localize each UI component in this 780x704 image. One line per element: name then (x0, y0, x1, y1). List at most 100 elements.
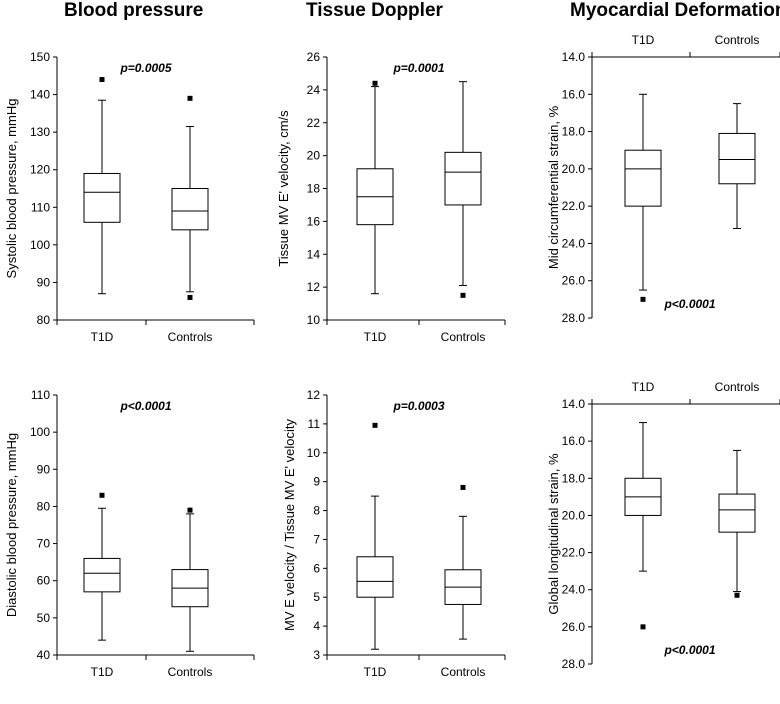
y-tick-label: 28.0 (562, 657, 586, 671)
y-axis-title: Mid circumferential strain, % (546, 105, 561, 269)
y-tick-label: 18.0 (562, 125, 586, 139)
y-tick-label: 22.0 (562, 546, 586, 560)
y-tick-label: 80 (37, 313, 51, 327)
iqr-box (624, 149, 662, 207)
y-tick-label: 26.0 (562, 620, 586, 634)
y-tick-label: 24.0 (562, 583, 586, 597)
panel-tissue-mv-e-velocity: 10 12 14 16 18 20 22 24 26 T1D Controls Tissue MV E… (276, 50, 506, 344)
panel-systolic-bp: 80 90 100 110 120 130 140 150 T1D Controls Systoli… (4, 50, 255, 344)
y-tick-label: 20 (307, 149, 321, 163)
title-tissue-doppler: Tissue Doppler (306, 0, 443, 21)
y-tick-label: 40 (37, 648, 51, 662)
outlier-point (734, 592, 740, 598)
p-value-annotation: p=0.0001 (392, 61, 444, 75)
y-tick-label: 26 (307, 50, 321, 64)
y-tick-label: 90 (37, 275, 51, 289)
panel-e-e-ratio: 3 4 5 6 7 8 9 10 11 12 T1D Controls MV E velocity / … (282, 388, 506, 679)
category-label-t1d: T1D (632, 380, 655, 394)
y-tick-label: 16 (307, 214, 321, 228)
y-tick-label: 24.0 (562, 236, 586, 250)
y-tick-label: 100 (30, 425, 50, 439)
y-axis-title: Diastolic blood pressure, mmHg (4, 433, 19, 617)
y-tick-label: 80 (37, 499, 51, 513)
category-label-t1d: T1D (364, 665, 387, 679)
category-label-controls: Controls (168, 330, 213, 344)
y-tick-label: 150 (30, 50, 50, 64)
category-label-controls: Controls (441, 330, 486, 344)
outlier-point (99, 77, 105, 83)
y-tick-label: 9 (313, 475, 320, 489)
panel-global-longitudinal-strain: 14.0 16.0 18.0 20.0 22.0 24.0 26.0 28.0 T1D Contr… (546, 380, 780, 671)
iqr-box (83, 172, 121, 223)
panel-diastolic-bp: 40 50 60 70 80 90 100 110 T1D Controls Diastolic b… (4, 388, 255, 679)
p-value-annotation: p<0.0001 (119, 399, 171, 413)
y-tick-label: 12 (307, 388, 321, 402)
iqr-box (444, 151, 482, 206)
outlier-point (640, 296, 646, 302)
y-tick-label: 16.0 (562, 434, 586, 448)
y-tick-label: 50 (37, 611, 51, 625)
panel-mid-circumferential-strain: 14.0 16.0 18.0 20.0 22.0 24.0 26.0 28.0 T1D Contr… (546, 33, 780, 325)
y-tick-label: 120 (30, 163, 50, 177)
y-tick-label: 70 (37, 537, 51, 551)
y-tick-label: 12 (307, 280, 321, 294)
iqr-box (718, 132, 756, 185)
p-value-annotation: p<0.0001 (663, 643, 715, 657)
p-value-annotation: p<0.0001 (663, 297, 715, 311)
outlier-point (187, 507, 193, 513)
y-tick-label: 110 (31, 388, 50, 402)
p-value-annotation: p=0.0005 (119, 61, 171, 75)
category-label-controls: Controls (715, 380, 760, 394)
category-label-controls: Controls (441, 665, 486, 679)
y-tick-label: 18 (307, 182, 321, 196)
category-label-controls: Controls (168, 665, 213, 679)
y-tick-label: 140 (30, 88, 50, 102)
y-tick-label: 18.0 (562, 471, 586, 485)
y-tick-label: 14.0 (562, 50, 586, 64)
y-tick-label: 3 (313, 648, 320, 662)
y-axis-title: Tissue MV E' velocity, cm/s (276, 110, 291, 267)
y-tick-label: 14.0 (562, 397, 586, 411)
y-tick-label: 20.0 (562, 508, 586, 522)
y-tick-label: 14 (307, 247, 321, 261)
y-tick-label: 26.0 (562, 274, 586, 288)
y-tick-label: 6 (313, 561, 320, 575)
y-axis-title: Systolic blood pressure, mmHg (4, 99, 19, 279)
y-tick-label: 5 (313, 590, 320, 604)
y-axis-title: MV E velocity / Tissue MV E' velocity (282, 419, 297, 631)
y-tick-label: 28.0 (562, 311, 586, 325)
outlier-point (187, 294, 193, 300)
category-label-t1d: T1D (91, 665, 114, 679)
y-tick-label: 22.0 (562, 199, 586, 213)
y-tick-label: 20.0 (562, 162, 586, 176)
y-tick-label: 130 (30, 125, 50, 139)
y-tick-label: 24 (307, 83, 321, 97)
outlier-point (640, 624, 646, 630)
y-tick-label: 8 (313, 504, 320, 518)
y-tick-label: 60 (37, 574, 51, 588)
outlier-point (99, 492, 105, 498)
category-label-t1d: T1D (364, 330, 387, 344)
title-blood-pressure: Blood pressure (64, 0, 204, 21)
y-tick-label: 10 (307, 446, 321, 460)
y-tick-label: 90 (37, 462, 51, 476)
iqr-box (171, 188, 209, 231)
y-tick-label: 110 (31, 200, 50, 214)
iqr-box (718, 493, 756, 533)
y-axis-title: Global longitudinal strain, % (546, 453, 561, 615)
p-value-annotation: p=0.0003 (392, 399, 444, 413)
y-tick-label: 22 (307, 116, 321, 130)
iqr-box (83, 557, 121, 593)
outlier-point (187, 95, 193, 101)
category-label-controls: Controls (715, 33, 760, 47)
outlier-point (460, 484, 466, 490)
outlier-point (460, 292, 466, 298)
y-tick-label: 10 (307, 313, 321, 327)
title-myocardial-deformation: Myocardial Deformation (570, 0, 780, 21)
category-label-t1d: T1D (632, 33, 655, 47)
y-tick-label: 7 (313, 532, 320, 546)
outlier-point (372, 80, 378, 86)
iqr-box (356, 556, 394, 598)
y-tick-label: 100 (30, 238, 50, 252)
